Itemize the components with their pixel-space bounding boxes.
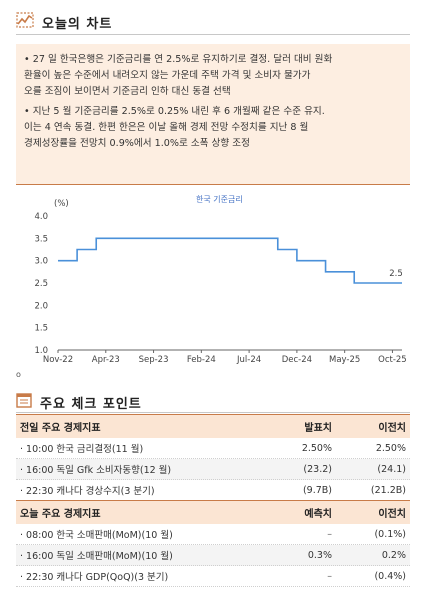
actual-value: 2.50% [301, 442, 332, 454]
x-tick-label: Oct-25 [378, 355, 407, 365]
x-tick-label: May-25 [329, 355, 360, 365]
x-tick-label: Jul-24 [236, 355, 261, 365]
bullet-line: 오를 조짐이 보이면서 기준금리 인하 대신 동결 선택 [24, 86, 231, 97]
previous-value: (24.1) [377, 463, 406, 475]
table-row: · 22:30 캐나다 GDP(QoQ)(3 분기) – (0.4%) [16, 566, 410, 587]
title-rule [16, 412, 410, 413]
bullet-line: 경제성장률을 전망치 0.9%에서 1.0%로 소폭 상향 조정 [24, 138, 250, 149]
note-mark: o [16, 370, 21, 379]
x-tick-label: Sep-23 [139, 355, 169, 365]
section-title-chart: 오늘의 차트 [42, 16, 113, 32]
table-row: · 10:00 한국 금리결정(11 월) 2.50% 2.50% [16, 438, 410, 459]
header-previous: 이전치 [378, 423, 406, 434]
calendar-icon [16, 392, 32, 412]
table-header: 오늘 주요 경제지표 예측치 이전치 [16, 500, 410, 524]
forecast-value: – [327, 570, 332, 582]
y-tick-label: 1.5 [34, 324, 48, 334]
header-indicator: 전일 주요 경제지표 [20, 423, 101, 434]
previous-value: (21.2B) [370, 484, 406, 496]
end-value-label: 2.5 [389, 269, 403, 279]
rate-series-line [58, 237, 402, 284]
chart-section-header: 오늘의 차트 [16, 12, 112, 32]
indicator-name: · 10:00 한국 금리결정(11 월) [20, 444, 144, 455]
today-indicators-table: 오늘 주요 경제지표 예측치 이전치 · 08:00 한국 소매판매(MoM)(… [16, 500, 410, 587]
x-tick-label: Dec-24 [282, 355, 312, 365]
table-body: · 08:00 한국 소매판매(MoM)(10 월) – (0.1%) · 16:00… [16, 524, 410, 587]
indicator-name: · 16:00 독일 소매판매(MoM)(10 월) [20, 551, 173, 562]
previous-value: (0.4%) [374, 570, 406, 582]
summary-bullet-2: • 지난 5 월 기준금리를 2.5%로 0.25% 내린 후 6 개월째 같은… [24, 104, 402, 152]
indicator-name: · 22:30 캐나다 GDP(QoQ)(3 분기) [20, 572, 169, 583]
title-rule [16, 34, 410, 35]
summary-bullet-1: • 27 일 한국은행은 기준금리를 연 2.5%로 유지하기로 결정. 달러 … [24, 52, 402, 100]
forecast-value: 0.3% [307, 549, 332, 561]
y-tick-label: 2.0 [34, 301, 48, 311]
header-indicator: 오늘 주요 경제지표 [20, 509, 101, 520]
forecast-value: – [327, 528, 332, 540]
indicator-name: · 22:30 캐나다 경상수지(3 분기) [20, 486, 155, 497]
y-axis-label: (%) [54, 199, 69, 209]
actual-value: (9.7B) [302, 484, 332, 496]
yesterday-indicators-table: 전일 주요 경제지표 발표치 이전치 · 10:00 한국 금리결정(11 월)… [16, 414, 410, 501]
header-previous: 이전치 [378, 509, 406, 520]
y-tick-label: 4.0 [34, 212, 48, 222]
header-actual: 발표치 [304, 423, 332, 434]
table-body: · 10:00 한국 금리결정(11 월) 2.50% 2.50% · 16:00 독… [16, 438, 410, 501]
summary-box: • 27 일 한국은행은 기준금리를 연 2.5%로 유지하기로 결정. 달러 … [16, 44, 410, 184]
bullet-line: • 27 일 한국은행은 기준금리를 연 2.5%로 유지하기로 결정. 달러 … [24, 54, 333, 65]
section-title-checkpoints: 주요 체크 포인트 [40, 396, 142, 412]
y-tick-label: 3.5 [34, 234, 48, 244]
bullet-line: 이는 4 연속 동결. 한편 한은은 이날 올해 경제 전망 수정치를 지난 8… [24, 122, 309, 133]
x-tick-label: Feb-24 [187, 355, 216, 365]
bullet-line: • 지난 5 월 기준금리를 2.5%로 0.25% 내린 후 6 개월째 같은… [24, 106, 325, 117]
header-forecast: 예측치 [304, 509, 332, 520]
actual-value: (23.2) [303, 463, 332, 475]
y-tick-label: 1.0 [34, 346, 48, 356]
table-row: · 16:00 독일 Gfk 소비자동향(12 월) (23.2) (24.1) [16, 459, 410, 480]
bullet-line: 환율이 높은 수준에서 내려오지 않는 가운데 주택 가격 및 소비자 물가가 [24, 70, 311, 81]
x-tick-label: Apr-23 [92, 355, 120, 365]
indicator-name: · 08:00 한국 소매판매(MoM)(10 월) [20, 530, 173, 541]
indicator-name: · 16:00 독일 Gfk 소비자동향(12 월) [20, 465, 172, 476]
checkpoints-section-header: 주요 체크 포인트 [16, 392, 142, 412]
table-row: · 08:00 한국 소매판매(MoM)(10 월) – (0.1%) [16, 524, 410, 545]
table-row: · 16:00 독일 소매판매(MoM)(10 월) 0.3% 0.2% [16, 545, 410, 566]
interest-rate-chart: 4.0 3.5 3.0 2.5 2.0 1.5 1.0 (%) Nov-22 Apr-23 Sep-… [34, 199, 407, 365]
y-tick-label: 3.0 [34, 257, 48, 267]
x-tick-label: Nov-22 [43, 355, 73, 365]
summary-rule [16, 184, 410, 185]
trend-chart-icon [16, 12, 34, 32]
table-row: · 22:30 캐나다 경상수지(3 분기) (9.7B) (21.2B) [16, 480, 410, 501]
chart-legend: 한국 기준금리 [196, 195, 243, 204]
previous-value: 2.50% [375, 442, 406, 454]
previous-value: 0.2% [381, 549, 406, 561]
y-tick-label: 2.5 [34, 279, 48, 289]
table-header: 전일 주요 경제지표 발표치 이전치 [16, 414, 410, 438]
previous-value: (0.1%) [374, 528, 406, 540]
